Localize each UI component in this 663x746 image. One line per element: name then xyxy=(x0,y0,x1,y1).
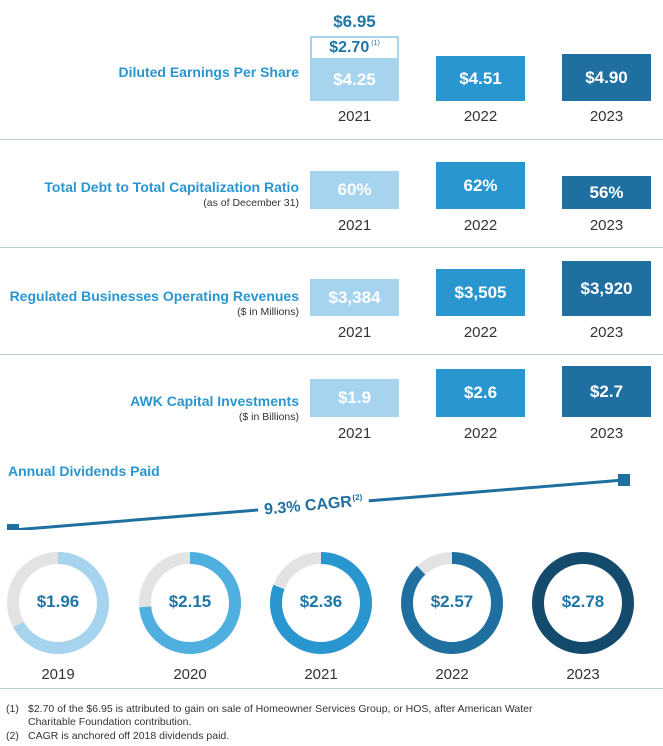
footnote-2-number: (2) xyxy=(6,730,19,742)
bar-revenue-2023: $3,920 xyxy=(562,261,651,316)
donut-arc-2022 xyxy=(401,552,503,654)
section-divider xyxy=(0,247,663,248)
year-label-revenue-2022: 2022 xyxy=(463,324,498,341)
cagr-end-marker xyxy=(618,474,630,486)
eps-title: Diluted Earnings Per Share xyxy=(118,64,300,80)
donut-value-2023: $2.78 xyxy=(561,592,605,611)
bar-eps-2021: $4.25 xyxy=(310,59,399,101)
revenue-label: Regulated Businesses Operating Revenues … xyxy=(10,288,299,318)
eps-gain-value: $2.70 xyxy=(329,39,370,56)
revenue-title: Regulated Businesses Operating Revenues xyxy=(9,288,299,304)
donut-2023 xyxy=(532,552,634,654)
eps-total-2021: $6.95 xyxy=(333,12,376,31)
debt-label: Total Debt to Total Capitalization Ratio… xyxy=(44,179,299,209)
bar-eps-2022: $4.51 xyxy=(436,56,525,101)
dividends-title: Annual Dividends Paid xyxy=(8,463,160,479)
donut-arc-2021 xyxy=(270,552,372,654)
donut-year-2021: 2021 xyxy=(304,666,338,683)
cagr-footnote-ref: (2) xyxy=(352,492,363,503)
donut-arc-2019 xyxy=(7,552,109,654)
bar-debt-2021: 60% xyxy=(310,171,399,209)
footnote-1-number: (1) xyxy=(6,703,19,715)
footnote-2-line1: CAGR is anchored off 2018 dividends paid… xyxy=(28,730,230,742)
donut-year-2022: 2022 xyxy=(435,666,469,683)
eps-gain-footnote-ref: (1) xyxy=(371,39,380,47)
donut-value-2020: $2.15 xyxy=(168,592,212,611)
donut-year-2020: 2020 xyxy=(173,666,207,683)
footnote-1-line1: $2.70 of the $6.95 is attributed to gain… xyxy=(28,703,533,715)
cagr-start-marker xyxy=(7,524,19,530)
donut-value-2019: $1.96 xyxy=(36,592,80,611)
donut-2019 xyxy=(7,552,109,654)
donut-value-2021: $2.36 xyxy=(299,592,343,611)
revenue-subtitle: ($ in Millions) xyxy=(237,306,299,318)
year-label-eps-2021: 2021 xyxy=(337,108,372,125)
year-label-capex-2023: 2023 xyxy=(589,425,624,442)
donut-year-2023: 2023 xyxy=(566,666,600,683)
year-label-eps-2023: 2023 xyxy=(589,108,624,125)
donut-2020 xyxy=(139,552,241,654)
year-label-eps-2022: 2022 xyxy=(463,108,498,125)
bar-capex-2023: $2.7 xyxy=(562,366,651,417)
debt-title: Total Debt to Total Capitalization Ratio xyxy=(44,179,299,195)
bar-debt-2023: 56% xyxy=(562,176,651,209)
eps-gain-box: $2.70 (1) xyxy=(310,36,399,60)
year-label-revenue-2021: 2021 xyxy=(337,324,372,341)
donut-2021 xyxy=(270,552,372,654)
year-label-capex-2022: 2022 xyxy=(463,425,498,442)
bar-capex-2021: $1.9 xyxy=(310,379,399,417)
bar-revenue-2022: $3,505 xyxy=(436,269,525,316)
footnote-2: (2) CAGR is anchored off 2018 dividends p… xyxy=(6,730,229,743)
capex-subtitle: ($ in Billions) xyxy=(238,411,299,423)
donut-year-2019: 2019 xyxy=(41,666,75,683)
bar-capex-2022: $2.6 xyxy=(436,369,525,417)
eps-label: Diluted Earnings Per Share xyxy=(119,64,300,80)
year-label-capex-2021: 2021 xyxy=(337,425,372,442)
year-label-debt-2022: 2022 xyxy=(463,217,498,234)
debt-subtitle: (as of December 31) xyxy=(203,197,299,209)
footnote-1-line2: Charitable Foundation contribution. xyxy=(28,716,192,728)
capex-title: AWK Capital Investments xyxy=(130,393,299,409)
bar-debt-2022: 62% xyxy=(436,162,525,209)
year-label-debt-2021: 2021 xyxy=(337,217,372,234)
year-label-debt-2023: 2023 xyxy=(589,217,624,234)
bar-eps-2023: $4.90 xyxy=(562,54,651,101)
footnote-1: (1) $2.70 of the $6.95 is attributed to g… xyxy=(6,703,532,729)
section-divider xyxy=(0,688,663,689)
capex-label: AWK Capital Investments ($ in Billions) xyxy=(130,393,299,423)
donut-arc-2020 xyxy=(139,552,241,654)
donut-arc-2023 xyxy=(532,552,634,654)
year-label-revenue-2023: 2023 xyxy=(589,324,624,341)
section-divider xyxy=(0,354,663,355)
bar-revenue-2021: $3,384 xyxy=(310,279,399,316)
donut-value-2022: $2.57 xyxy=(430,592,474,611)
section-divider xyxy=(0,139,663,140)
donut-2022 xyxy=(401,552,503,654)
